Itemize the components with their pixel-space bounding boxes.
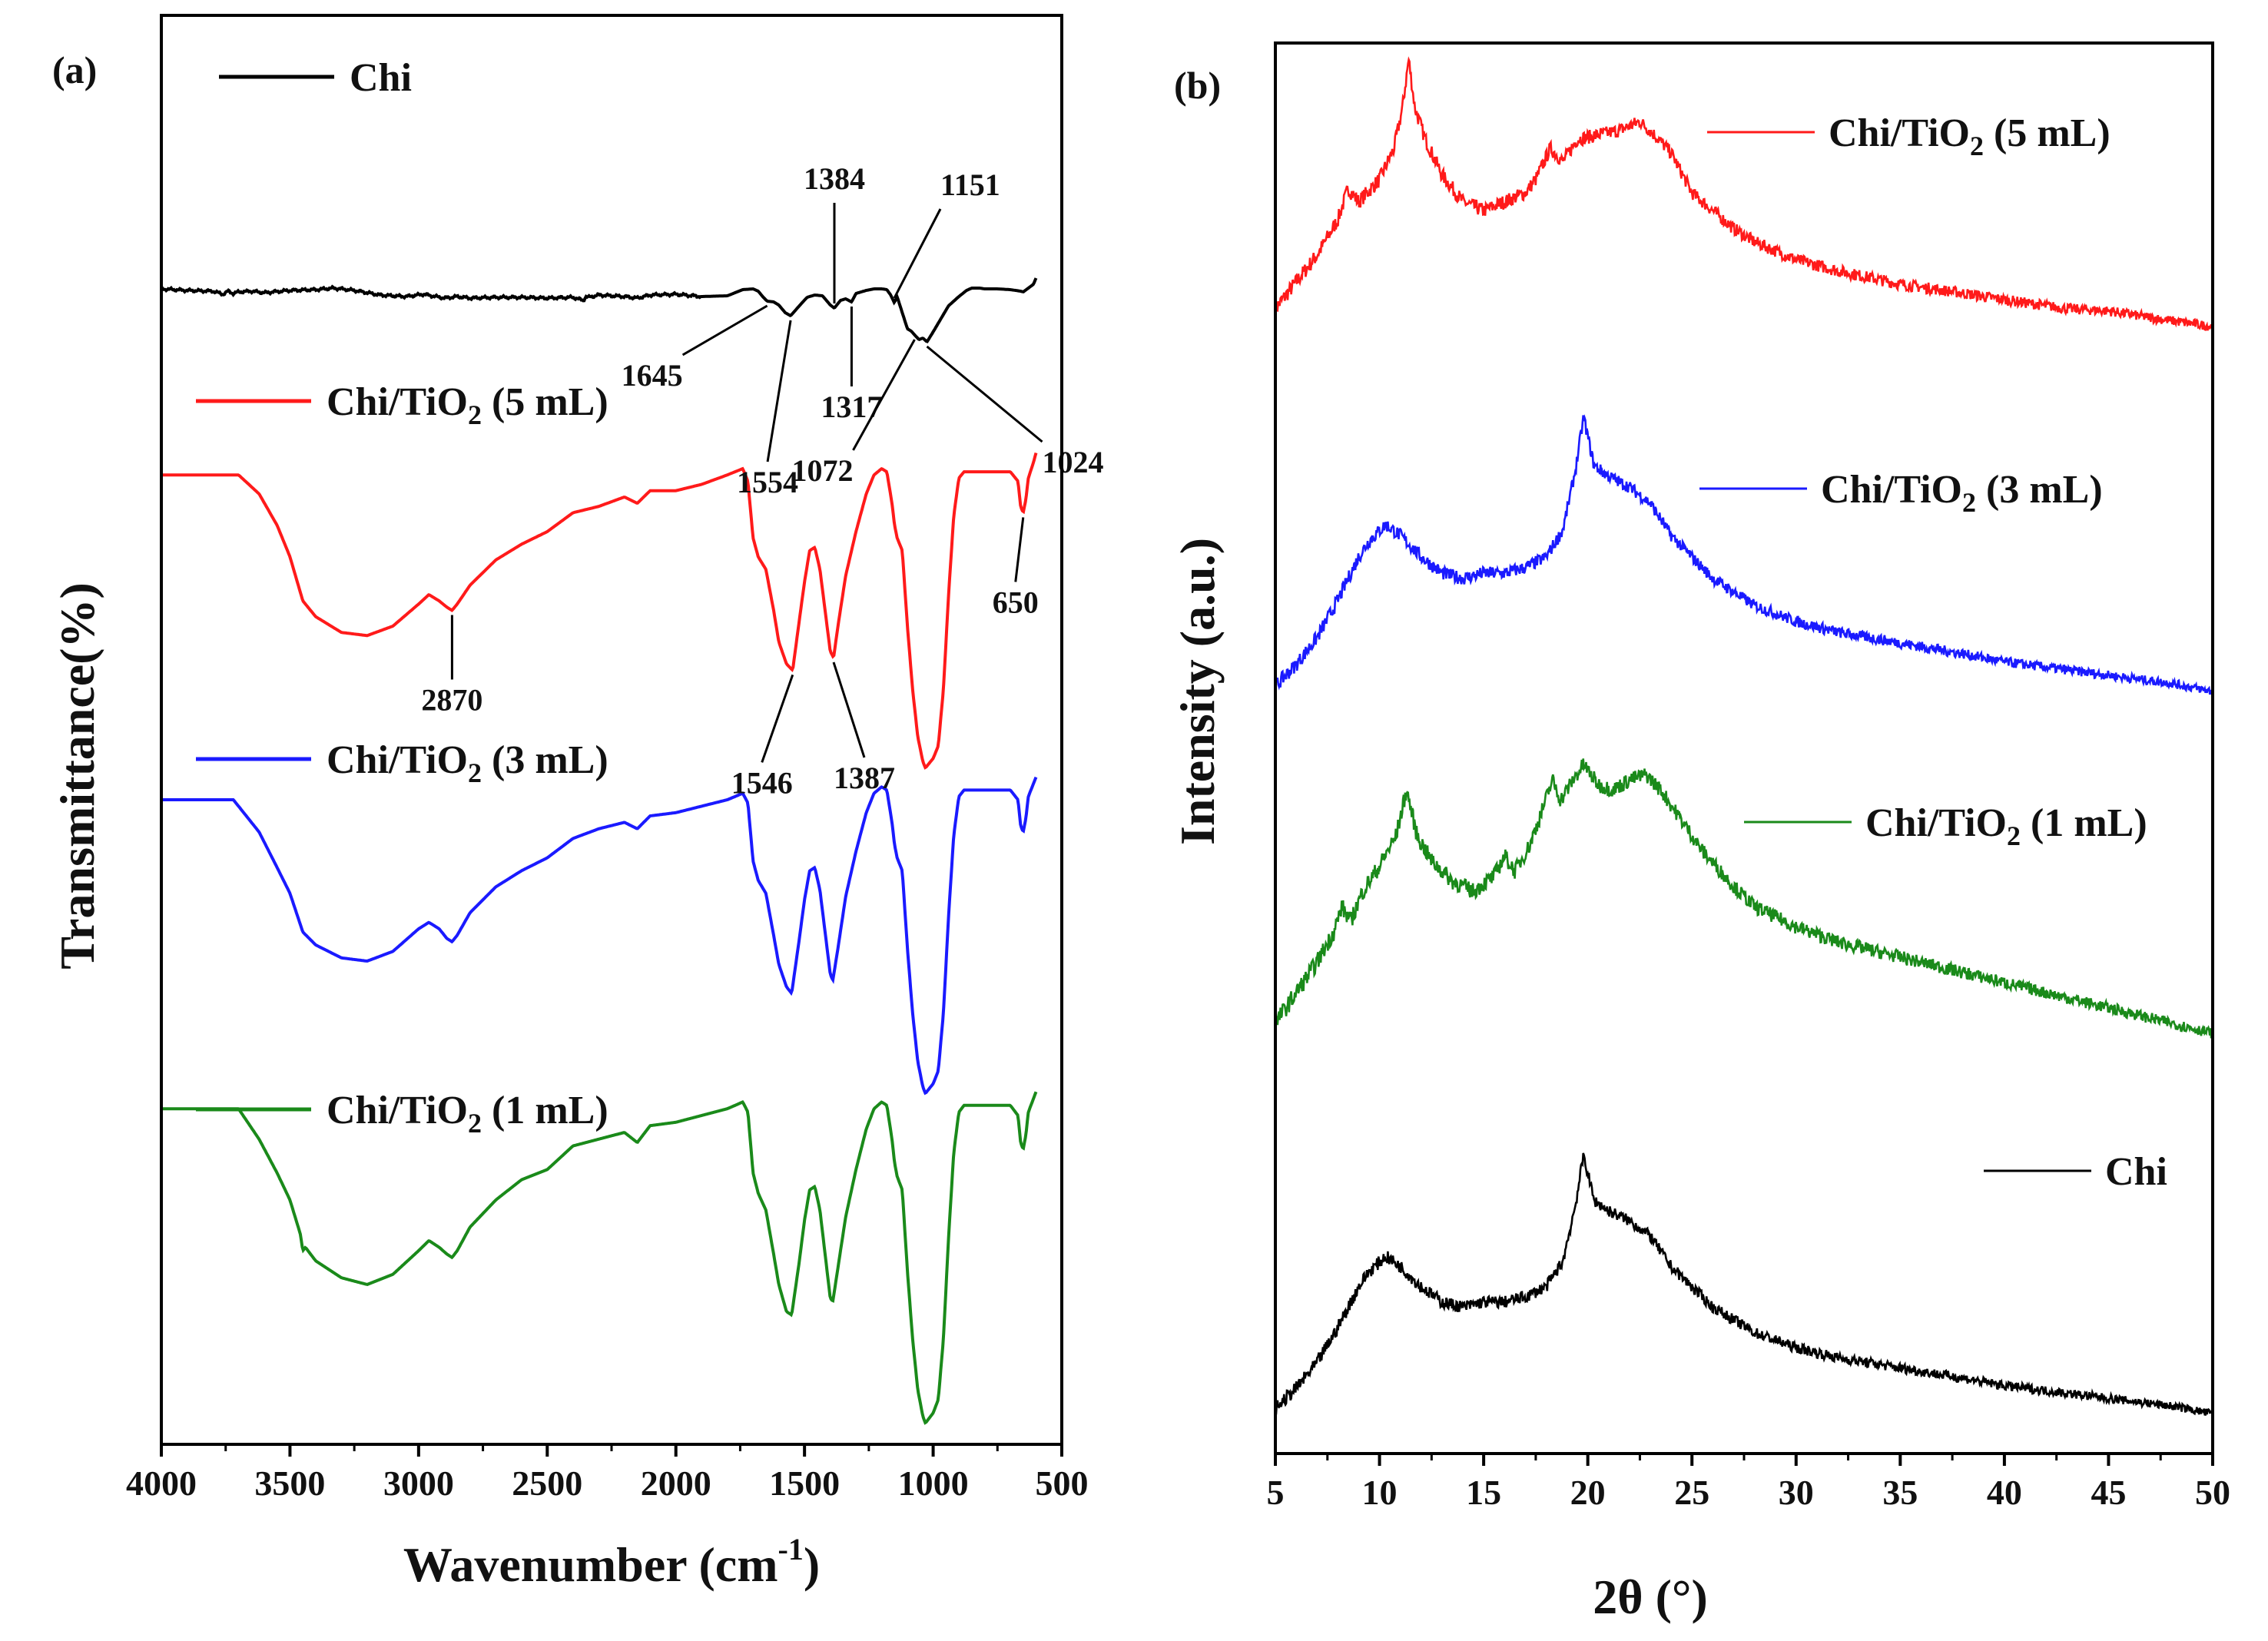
xrd-legend-label-0-main: Chi/TiO: [1829, 111, 1970, 155]
peak-label-2870: 2870: [421, 683, 482, 718]
peak-leader-1387: [832, 661, 866, 758]
xrd-legend-label-3-main: Chi: [2105, 1150, 2167, 1194]
ftir-line-2: [161, 776, 1038, 1096]
xrd-legend-label-1-sub: 2: [1962, 487, 1976, 518]
peak-leader-1645: [681, 304, 768, 356]
peak-label-1151: 1151: [940, 167, 1000, 202]
ftir-legend-label-2-sub: 2: [468, 758, 482, 788]
ftir-xtick-label-3500: 3500: [254, 1464, 325, 1503]
xrd-legend-label-2: Chi/TiO2 (1 mL): [1865, 801, 2147, 851]
xrd-legend-label-2-main: Chi/TiO: [1865, 801, 2007, 845]
panel-a-x-axis-title-main: Wavenumber (cm: [403, 1537, 778, 1592]
panel-a-series: [161, 277, 1038, 1425]
ftir-xtick-label-4000: 4000: [126, 1464, 197, 1503]
ftir-legend-label-1-tail: (5 mL): [482, 380, 608, 424]
ftir-xtick-label-1000: 1000: [898, 1464, 969, 1503]
peak-leader-1151: [893, 208, 942, 299]
peak-label-1645: 1645: [622, 358, 683, 393]
peak-label-1072: 1072: [791, 453, 853, 488]
peak-leader-650: [1014, 517, 1025, 582]
peak-label-1317: 1317: [821, 390, 882, 424]
ftir-xtick-label-2000: 2000: [641, 1464, 711, 1503]
panel-b-x-axis: 5 10 15 20 25 30 35 40 45 50: [1267, 1454, 2230, 1512]
ftir-legend-label-3-main: Chi/TiO: [327, 1089, 468, 1132]
xrd-xtick-label-35: 35: [1882, 1473, 1918, 1512]
panel-a-y-axis-title: Transmittance(%): [50, 582, 104, 970]
xrd-line-1: [1274, 414, 2213, 695]
xrd-xtick-label-15: 15: [1466, 1473, 1501, 1512]
ftir-legend-label-2-main: Chi/TiO: [327, 738, 468, 782]
xrd-legend-label-1: Chi/TiO2 (3 mL): [1821, 468, 2103, 518]
panel-b-series: [1274, 56, 2214, 1417]
panel-a-letter: (a): [52, 48, 97, 91]
ftir-legend-label-0-main: Chi: [350, 56, 412, 100]
xrd-xtick-label-20: 20: [1570, 1473, 1606, 1512]
peak-label-1387: 1387: [834, 761, 895, 795]
panel-a-x-axis-title-close: ): [804, 1537, 820, 1592]
ftir-xtick-label-2500: 2500: [512, 1464, 582, 1503]
ftir-legend-label-3: Chi/TiO2 (1 mL): [327, 1089, 608, 1139]
ftir-line-1: [161, 452, 1038, 770]
ftir-xtick-label-3000: 3000: [383, 1464, 454, 1503]
ftir-legend-label-3-sub: 2: [468, 1108, 482, 1139]
peak-label-1024: 1024: [1043, 445, 1104, 479]
xrd-legend-label-2-tail: (1 mL): [2021, 801, 2147, 845]
panel-a-x-axis-title: Wavenumber (cm-1): [403, 1532, 820, 1592]
xrd-legend-label-1-main: Chi/TiO: [1821, 468, 1962, 512]
peak-leader-1024: [926, 345, 1043, 443]
xrd-line-3: [1274, 1152, 2214, 1417]
ftir-xtick-label-500: 500: [1036, 1464, 1089, 1503]
ftir-legend-label-1-main: Chi/TiO: [327, 380, 468, 424]
panel-a-x-axis: 4000 3500 3000 2500 2000 1500 1000 500: [126, 1444, 1089, 1503]
xrd-xtick-label-25: 25: [1674, 1473, 1709, 1512]
xrd-line-2: [1274, 758, 2214, 1039]
xrd-line-0: [1274, 56, 2214, 332]
peak-leader-1554: [766, 320, 792, 462]
peak-label-650: 650: [993, 585, 1039, 619]
panel-a-plot-frame: [160, 14, 1063, 1446]
xrd-xtick-label-40: 40: [1987, 1473, 2022, 1512]
xrd-legend-label-0-tail: (5 mL): [1984, 111, 2110, 155]
ftir-line-0: [161, 277, 1038, 343]
panel-b-x-axis-title: 2θ (°): [1593, 1570, 1708, 1624]
ftir-legend-label-0: Chi: [350, 56, 412, 100]
peak-label-1546: 1546: [731, 765, 793, 800]
panel-b-y-axis-title: Intensity (a.u.): [1170, 538, 1225, 845]
ftir-line-3: [161, 1091, 1038, 1425]
xrd-legend-label-2-sub: 2: [2007, 820, 2021, 851]
panel-b-legend: Chi/TiO2 (5 mL)Chi/TiO2 (3 mL)Chi/TiO2 (…: [1699, 111, 2167, 1194]
ftir-legend-label-2: Chi/TiO2 (3 mL): [327, 738, 608, 788]
peak-leader-1546: [761, 674, 794, 763]
ftir-legend-label-1: Chi/TiO2 (5 mL): [327, 380, 608, 430]
xrd-legend-label-3: Chi: [2105, 1150, 2167, 1194]
xrd-xtick-label-30: 30: [1779, 1473, 1814, 1512]
xrd-xtick-label-10: 10: [1362, 1473, 1398, 1512]
panel-a-x-axis-title-sup: -1: [778, 1532, 804, 1566]
xrd-legend-label-0: Chi/TiO2 (5 mL): [1829, 111, 2110, 161]
panel-b-plot-frame: [1274, 41, 2214, 1455]
peak-label-1384: 1384: [804, 161, 865, 196]
xrd-xtick-label-45: 45: [2091, 1473, 2126, 1512]
xrd-legend-label-0-sub: 2: [1970, 131, 1984, 161]
peak-label-1554: 1554: [737, 465, 798, 499]
ftir-legend-label-2-tail: (3 mL): [482, 738, 608, 782]
xrd-xtick-label-5: 5: [1267, 1473, 1285, 1512]
panel-b: (b) Chi/TiO2 (5 mL)Chi/TiO2 (3 mL)Chi/Ti…: [1170, 41, 2230, 1624]
ftir-legend-label-3-tail: (1 mL): [482, 1089, 608, 1132]
ftir-legend-label-1-sub: 2: [468, 399, 482, 430]
peak-leader-1072: [852, 339, 916, 451]
ftir-xtick-label-1500: 1500: [769, 1464, 840, 1503]
xrd-legend-label-1-tail: (3 mL): [1976, 468, 2103, 512]
xrd-xtick-label-50: 50: [2195, 1473, 2230, 1512]
panel-b-letter: (b): [1174, 64, 1221, 107]
